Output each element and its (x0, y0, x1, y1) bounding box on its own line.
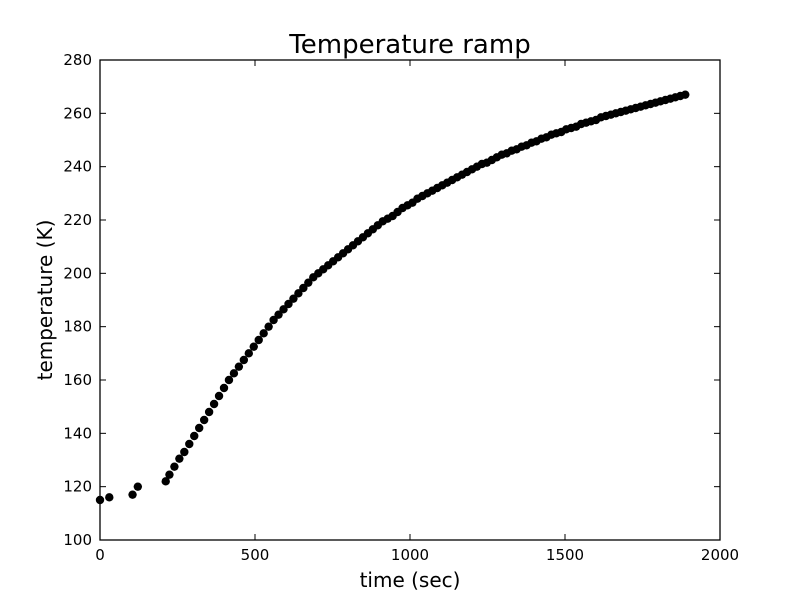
data-point (204, 407, 214, 417)
data-point (279, 305, 288, 314)
chart-title: Temperature ramp (288, 30, 530, 60)
x-tick-label: 2000 (701, 546, 739, 564)
y-axis-label: temperature (K) (33, 220, 57, 381)
y-tick-label: 280 (63, 51, 92, 69)
y-tick-label: 160 (63, 371, 92, 389)
x-tick-label: 0 (95, 546, 105, 564)
y-tick-label: 200 (63, 264, 92, 282)
x-axis-label: time (sec) (360, 568, 461, 592)
data-point (133, 482, 143, 491)
data-point (219, 383, 229, 393)
data-point (299, 283, 308, 293)
data-point (269, 315, 278, 325)
y-tick-label: 240 (63, 158, 92, 176)
y-tick-label: 100 (63, 531, 92, 549)
data-point (128, 490, 137, 499)
data-points (95, 90, 690, 505)
y-tick-label: 140 (63, 424, 92, 442)
data-point (180, 447, 189, 457)
data-point (195, 423, 204, 433)
data-point (284, 299, 293, 309)
data-point (199, 415, 209, 425)
data-point (185, 439, 194, 449)
data-point (264, 322, 273, 331)
data-point (234, 362, 244, 371)
data-point (254, 335, 263, 345)
data-point (274, 310, 283, 319)
data-point (244, 349, 253, 358)
data-point (165, 470, 174, 479)
data-point (161, 477, 170, 486)
data-point (681, 90, 690, 99)
data-point (224, 375, 234, 385)
data-point (229, 369, 239, 378)
plot-frame (99, 59, 721, 541)
data-point (209, 399, 219, 409)
data-point (190, 431, 199, 441)
y-tick-label: 120 (63, 478, 92, 496)
data-point (239, 355, 249, 365)
data-point (214, 391, 224, 401)
y-tick-label: 260 (63, 104, 92, 122)
data-point (249, 342, 258, 351)
axis-ticks: 0 500 1000 1500 2000 100 120 140 160 180 200 220 240… (63, 51, 739, 564)
x-tick-label: 500 (241, 546, 270, 564)
y-tick-label: 220 (63, 211, 92, 229)
data-point (304, 278, 313, 287)
data-point (294, 289, 303, 298)
data-point (289, 294, 298, 303)
data-point (259, 329, 268, 338)
y-tick-label: 180 (63, 318, 92, 336)
x-tick-label: 1000 (391, 546, 429, 564)
data-point (105, 493, 114, 502)
data-point (175, 454, 184, 463)
data-point (170, 462, 179, 471)
x-tick-label: 1500 (546, 546, 584, 564)
